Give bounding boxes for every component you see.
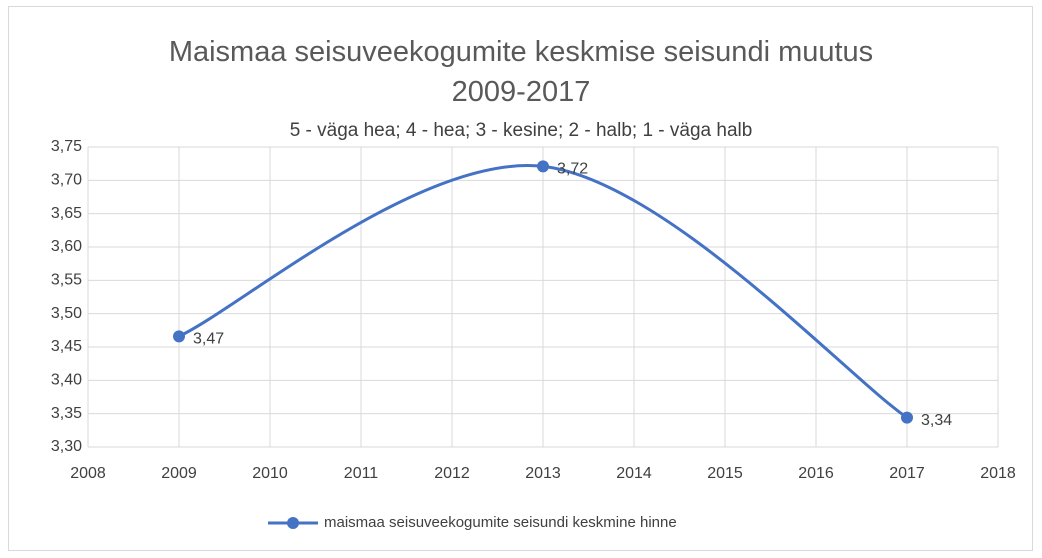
x-tick-label: 2012	[434, 465, 470, 482]
y-tick-label: 3,30	[51, 438, 82, 455]
y-tick-label: 3,75	[51, 138, 82, 155]
data-label: 3,72	[557, 161, 588, 178]
x-tick-label: 2016	[798, 465, 834, 482]
x-tick-label: 2010	[252, 465, 288, 482]
x-tick-label: 2018	[980, 465, 1016, 482]
y-tick-label: 3,55	[51, 272, 82, 289]
y-tick-label: 3,40	[51, 372, 82, 389]
chart-title: Maismaa seisuveekogumite keskmise seisun…	[168, 36, 874, 108]
x-tick-label: 2013	[525, 465, 561, 482]
y-tick-label: 3,65	[51, 205, 82, 222]
chart-subtitle: 5 - väga hea; 4 - hea; 3 - kesine; 2 - h…	[290, 120, 753, 141]
x-tick-label: 2017	[889, 465, 925, 482]
data-point	[173, 330, 185, 343]
y-tick-label: 3,60	[51, 238, 82, 255]
y-tick-label: 3,70	[51, 172, 82, 189]
legend-marker	[287, 517, 299, 529]
x-tick-label: 2009	[161, 465, 197, 482]
data-point	[537, 160, 549, 173]
data-label: 3,47	[193, 331, 224, 348]
y-tick-label: 3,45	[51, 338, 82, 355]
y-tick-label: 3,35	[51, 405, 82, 422]
data-point	[901, 411, 913, 424]
legend-label: maismaa seisuveekogumite seisundi keskmi…	[324, 514, 677, 531]
x-tick-label: 2008	[70, 465, 106, 482]
y-tick-label: 3,50	[51, 305, 82, 322]
x-tick-label: 2015	[707, 465, 743, 482]
data-label: 3,34	[921, 412, 952, 429]
x-tick-label: 2011	[344, 465, 379, 482]
x-tick-label: 2014	[616, 465, 652, 482]
